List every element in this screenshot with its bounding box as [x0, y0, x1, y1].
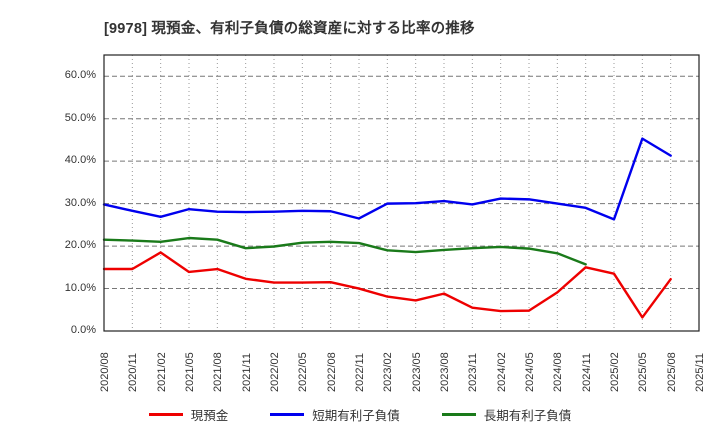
legend-label: 長期有利子負債 [483, 409, 572, 423]
plot-border [103, 54, 700, 332]
legend-item[interactable]: 現預金 [148, 405, 229, 424]
legend-label: 短期有利子負債 [312, 409, 400, 423]
x-axis-tick-label: 2022/08 [325, 352, 338, 392]
x-axis-tick-label: 2023/02 [382, 352, 395, 392]
series-line [102, 137, 672, 221]
x-axis-tick-label: 2023/08 [439, 352, 451, 392]
legend-item[interactable]: 長期有利子負債 [441, 405, 572, 424]
x-axis-tick-label: 2025/08 [665, 352, 678, 392]
legend-color-swatch [270, 413, 305, 416]
x-axis-tick-label: 2020/08 [99, 352, 111, 392]
x-axis-tick-label: 2022/11 [354, 353, 366, 392]
x-axis-tick-label: 2021/08 [212, 352, 225, 392]
x-axis-tick-label: 2025/11 [694, 353, 706, 392]
y-axis-tick-label: 60.0% [64, 69, 96, 82]
y-axis-tick-label: 40.0% [64, 154, 96, 167]
y-axis-tick-label: 10.0% [64, 281, 96, 294]
x-axis-tick-label: 2023/05 [410, 352, 423, 392]
x-axis-tick-label: 2022/05 [297, 352, 310, 392]
series-line [102, 236, 587, 266]
legend-color-swatch [441, 413, 476, 416]
x-axis-tick-label: 2024/02 [495, 352, 508, 392]
y-axis-tick-label: 50.0% [64, 111, 96, 124]
x-axis-tick-label: 2025/05 [637, 352, 650, 392]
x-axis-tick-label: 2021/11 [240, 353, 253, 392]
series-line [102, 251, 672, 319]
legend-item[interactable]: 短期有利子負債 [270, 405, 400, 424]
x-axis-tick-label: 2020/11 [127, 353, 140, 392]
y-axis-tick-label: 20.0% [64, 239, 96, 252]
x-axis-tick-label: 2021/02 [155, 352, 168, 392]
grid-layer [103, 55, 700, 331]
x-axis-tick-label: 2024/11 [580, 353, 593, 392]
legend-label: 現預金 [190, 409, 229, 423]
y-axis-tick-label: 0.0% [70, 324, 96, 336]
series-layer [102, 137, 672, 319]
x-axis-tick-label: 2025/02 [609, 352, 621, 392]
legend-color-swatch [148, 413, 183, 416]
y-axis-tick-label: 30.0% [64, 196, 96, 209]
x-axis-tick-label: 2024/08 [552, 352, 565, 392]
chart-title: [9978] 現預金、有利子負債の総資産に対する比率の推移 [104, 21, 475, 37]
x-axis-tick-label: 2022/02 [269, 352, 281, 392]
plot-frame [103, 54, 700, 332]
x-axis-tick-label: 2021/05 [184, 352, 196, 392]
x-axis-tick-label: 2024/05 [524, 352, 536, 392]
x-axis-tick-label: 2023/11 [467, 353, 480, 392]
chart-legend: 現預金 短期有利子負債 長期有利子負債 [0, 405, 720, 424]
